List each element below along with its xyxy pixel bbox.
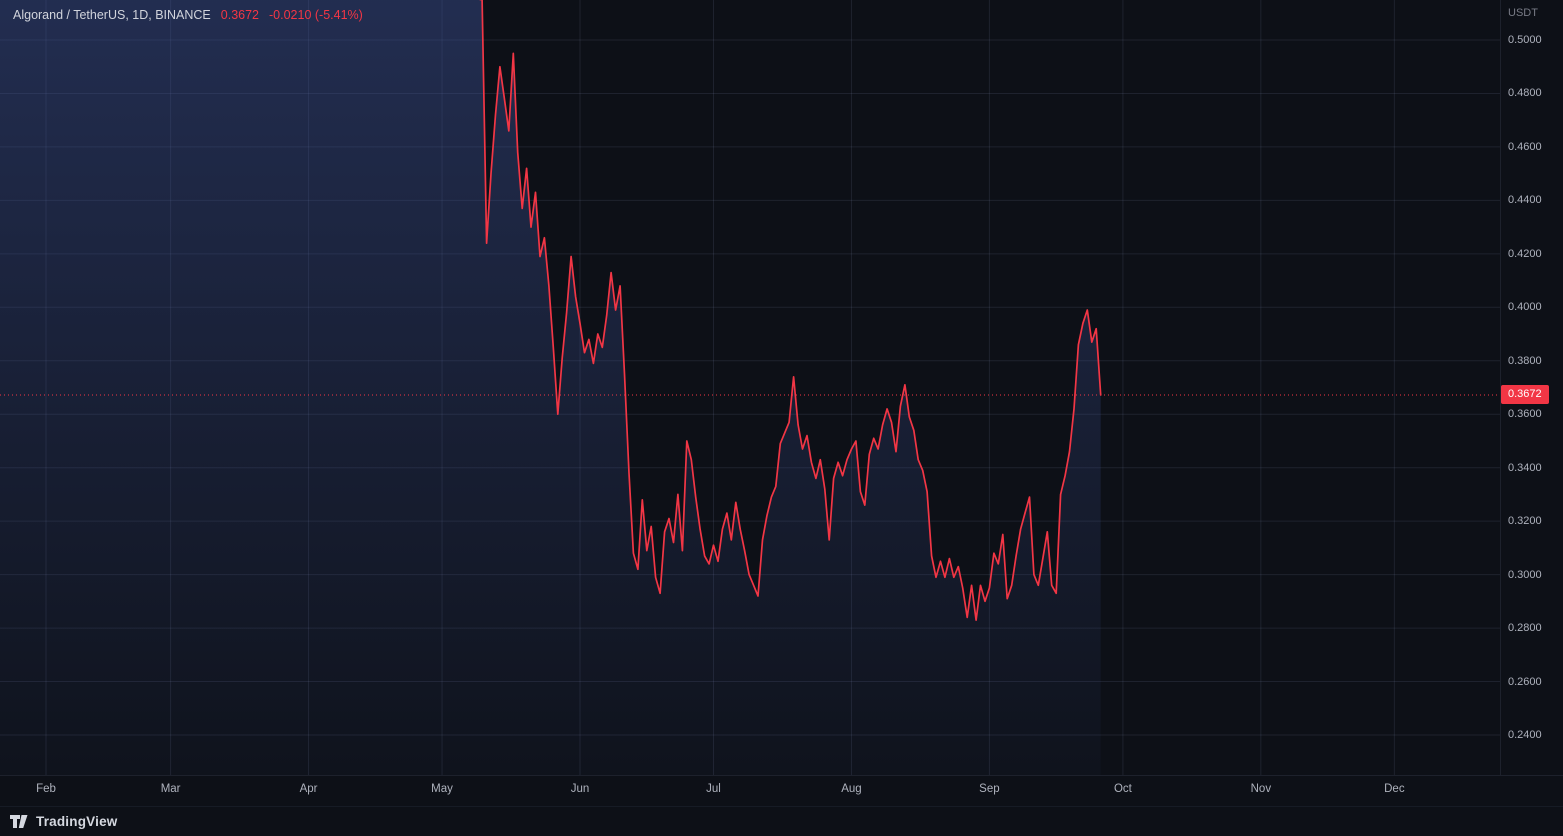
time-tick-label: Sep: [979, 783, 1000, 795]
tradingview-brand-label[interactable]: TradingView: [36, 814, 118, 829]
legend-change: -0.0210 (-5.41%): [269, 8, 363, 22]
price-tick-label: 0.4800: [1508, 87, 1542, 100]
legend-last-price: 0.3672: [220, 8, 260, 22]
price-tick-label: 0.4000: [1508, 301, 1542, 314]
time-tick-label: Feb: [36, 783, 56, 795]
price-scale-unit-label: USDT: [1508, 7, 1538, 19]
price-tick-label: 0.3200: [1508, 515, 1542, 528]
price-tick-label: 0.2800: [1508, 622, 1542, 635]
price-tick-label: 0.4200: [1508, 247, 1542, 260]
price-tick-label: 0.3800: [1508, 354, 1542, 367]
time-tick-label: Dec: [1384, 783, 1405, 795]
chart-plot-area[interactable]: [0, 0, 1500, 775]
chart-canvas: [0, 0, 1500, 775]
price-scale[interactable]: USDT 0.3672 0.5000 0.4800 0.4600 0.4400 0.42…: [1500, 0, 1563, 775]
time-tick-label: Aug: [841, 783, 862, 795]
symbol-legend: Algorand / TetherUS, 1D, BINANCE 0.3672 …: [13, 8, 363, 22]
price-line: [478, 0, 1102, 621]
price-tick-label: 0.2400: [1508, 729, 1542, 741]
time-tick-label: Nov: [1250, 783, 1272, 795]
time-tick-label: Jun: [570, 783, 590, 795]
time-tick-label: Apr: [299, 783, 318, 795]
price-tick-label: 0.2600: [1508, 675, 1542, 688]
time-scale[interactable]: Feb Mar Apr May Jun Jul Aug Sep Oct Nov Dec: [0, 775, 1563, 806]
last-price-badge: 0.3672: [1501, 385, 1549, 405]
price-tick-label: 0.3400: [1508, 461, 1542, 474]
time-tick-label: Mar: [160, 783, 181, 795]
price-tick-label: 0.4400: [1508, 194, 1542, 207]
symbol-title[interactable]: Algorand / TetherUS, 1D, BINANCE: [13, 8, 211, 22]
tradingview-logo-icon[interactable]: [10, 815, 28, 828]
time-tick-label: May: [431, 783, 453, 795]
price-tick-label: 0.5000: [1508, 34, 1542, 46]
price-tick-label: 0.4600: [1508, 140, 1542, 153]
time-tick-label: Jul: [706, 783, 721, 795]
price-tick-label: 0.3600: [1508, 408, 1542, 421]
price-tick-label: 0.3000: [1508, 568, 1542, 581]
price-area-fill: [0, 0, 1101, 775]
time-tick-label: Oct: [1113, 783, 1132, 795]
footer-bar: TradingView: [0, 806, 1563, 836]
